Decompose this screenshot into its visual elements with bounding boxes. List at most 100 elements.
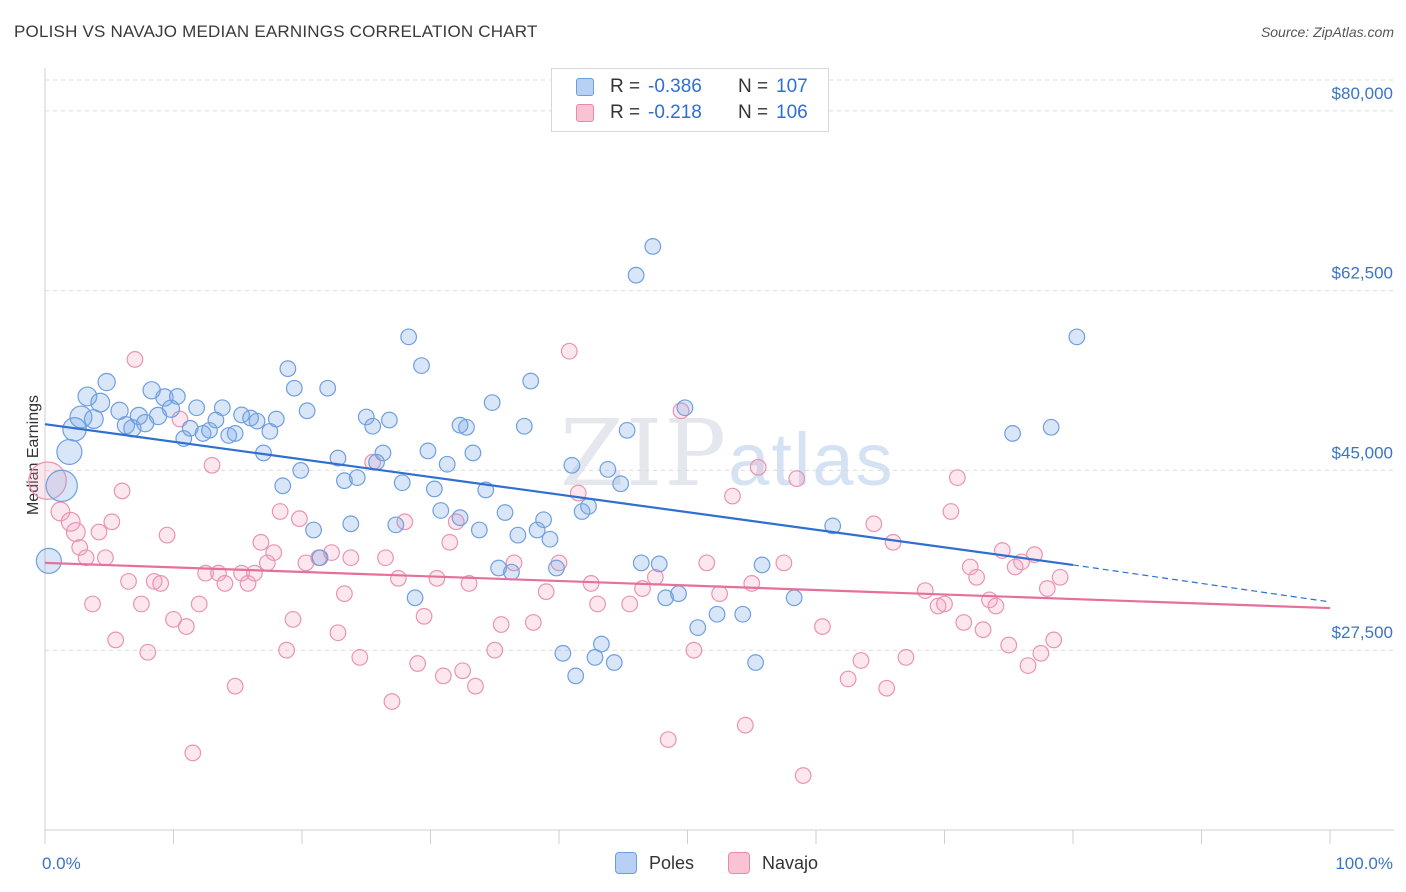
legend-row-navajo: R = -0.218 N = 106 — [576, 101, 808, 125]
navajo-point — [177, 618, 195, 635]
correlation-legend: R = -0.386 N = 107 R = -0.218 N = 106 — [551, 68, 829, 132]
navajo-point — [1000, 636, 1018, 654]
navajo-point — [1045, 631, 1063, 649]
r-value-poles: -0.386 — [648, 76, 702, 97]
poles-point — [432, 502, 450, 519]
legend-item-poles[interactable]: Poles — [615, 852, 694, 874]
navajo-point — [120, 572, 137, 590]
navajo-point — [955, 614, 973, 631]
poles-point — [515, 417, 533, 435]
poles-point — [605, 654, 623, 671]
poles-point — [45, 469, 78, 503]
poles-point — [201, 421, 218, 439]
navajo-swatch — [576, 104, 594, 122]
poles-point — [528, 521, 546, 539]
navajo-point — [252, 533, 270, 551]
poles-point — [657, 589, 675, 607]
poles-point — [226, 425, 244, 442]
navajo-point — [1038, 580, 1056, 597]
poles-point — [632, 554, 650, 572]
navajo-point — [685, 641, 703, 659]
navajo-point — [190, 595, 208, 613]
poles-point — [220, 427, 238, 444]
poles-point — [413, 357, 430, 375]
navajo-point — [987, 597, 1005, 615]
navajo-point — [265, 544, 283, 562]
navajo-point — [71, 539, 89, 556]
poles-point — [503, 563, 520, 581]
n-label: N = — [738, 76, 769, 97]
navajo-point — [383, 693, 401, 710]
navajo-point — [968, 568, 986, 586]
navajo-point — [113, 482, 131, 500]
poles-swatch — [576, 78, 594, 96]
y-tick-label: $27,500 — [1332, 623, 1393, 642]
navajo-point — [460, 575, 478, 592]
navajo-point — [107, 631, 125, 649]
poles-point — [612, 475, 630, 493]
poles-point — [580, 497, 597, 515]
poles-point — [567, 667, 585, 685]
navajo-point — [377, 549, 394, 567]
navajo-point — [724, 487, 741, 505]
navajo-point — [560, 342, 578, 360]
poles-point — [824, 517, 842, 535]
y-tick-label: $62,500 — [1332, 264, 1393, 283]
navajo-point — [467, 677, 484, 695]
navajo-point — [582, 575, 600, 592]
navajo-point — [84, 595, 101, 613]
poles-point — [618, 421, 636, 439]
poles-point — [1068, 328, 1086, 346]
navajo-point — [589, 595, 606, 613]
poles-point — [319, 379, 337, 397]
navajo-point — [284, 610, 302, 628]
navajo-trend-line — [44, 561, 1331, 610]
navajo-point — [415, 607, 433, 625]
poles-point — [336, 472, 353, 490]
poles-point — [298, 402, 316, 420]
navajo-point — [878, 679, 896, 697]
legend-item-navajo[interactable]: Navajo — [728, 852, 818, 874]
navajo-point — [788, 470, 806, 488]
poles-point — [747, 654, 765, 671]
poles-point — [387, 516, 405, 534]
navajo-point — [621, 595, 639, 613]
poles-point — [689, 619, 707, 637]
poles-point — [285, 379, 303, 397]
zipatlas-watermark: ZIPatlas — [560, 400, 895, 507]
navajo-point — [897, 648, 915, 666]
navajo-point — [961, 558, 979, 576]
poles-point — [348, 469, 366, 487]
n-value-poles: 107 — [776, 76, 808, 97]
navajo-point — [775, 554, 793, 572]
navajo-point — [329, 624, 347, 642]
navajo-point — [291, 510, 308, 528]
navajo-point — [60, 511, 81, 532]
navajo-point — [409, 655, 427, 672]
navajo-point — [794, 767, 812, 784]
poles-trend-line — [44, 423, 1074, 567]
navajo-point — [246, 564, 263, 582]
navajo-point — [278, 641, 295, 659]
legend-label-poles: Poles — [649, 852, 695, 873]
poles-point — [188, 399, 206, 417]
poles-point — [213, 399, 231, 417]
n-label: N = — [738, 102, 769, 123]
navajo-point — [165, 610, 182, 628]
poles-point — [535, 511, 552, 529]
navajo-point — [1051, 568, 1069, 586]
poles-point — [670, 585, 687, 603]
poles-point — [274, 477, 292, 495]
r-value-navajo: -0.218 — [648, 102, 702, 123]
poles-point — [676, 399, 694, 417]
navajo-point — [537, 583, 555, 601]
navajo-point — [884, 533, 902, 551]
poles-point — [357, 408, 375, 426]
poles-point — [35, 547, 62, 574]
poles-point — [97, 372, 116, 392]
source-note: Source: ZipAtlas.com — [1260, 24, 1394, 40]
navajo-point — [158, 526, 176, 544]
poles-point — [380, 411, 398, 429]
poles-point — [406, 589, 424, 607]
